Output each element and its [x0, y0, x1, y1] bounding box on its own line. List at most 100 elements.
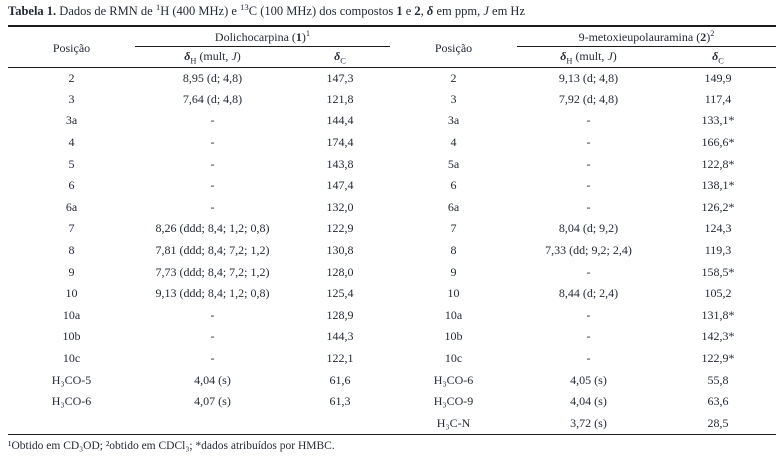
cell: 147,3 [326, 70, 354, 85]
cell: - [586, 135, 591, 150]
cell: 10c [62, 351, 81, 366]
cell: - [586, 329, 591, 344]
column-header-delta-c-left: δC [334, 49, 346, 66]
cell: 121,8 [326, 91, 354, 106]
cell: 5 [68, 156, 75, 171]
cell: 7 [68, 221, 75, 236]
cell: 4,05 (s) [570, 372, 607, 387]
cell: 132,0 [326, 199, 354, 214]
nmr-data-table: Posição Dolichocarpina (1)1 Posição 9-me… [8, 25, 776, 435]
cell: 9,13 (ddd; 8,4; 1,2; 0,8) [155, 286, 270, 301]
cell [290, 413, 390, 435]
cell: 7,33 (dd; 9,2; 2,4) [545, 243, 632, 258]
cell: 6a [447, 199, 460, 214]
cell: 10c [444, 351, 463, 366]
cell: 144,3 [326, 329, 354, 344]
cell: - [210, 199, 215, 214]
table-row: 3 7,64 (d; 4,8) 121,8 3 7,92 (d; 4,8) 117,4 [8, 89, 776, 111]
table-row: 10c - 122,1 10c - 122,9* [8, 348, 776, 370]
cell: - [210, 351, 215, 366]
table-row: 6 - 147,4 6 - 138,1* [8, 175, 776, 197]
cell: 133,1* [701, 113, 735, 128]
cell: 8,44 (d; 2,4) [558, 286, 619, 301]
table-row: 8 7,81 (ddd; 8,4; 7,2; 1,2) 130,8 8 7,33 (dd… [8, 240, 776, 262]
cell: 166,6* [701, 135, 735, 150]
cell: 119,3 [704, 243, 732, 258]
cell: 128,9 [326, 307, 354, 322]
table-row: 10b - 144,3 10b - 142,3* [8, 326, 776, 348]
cell: 7 [450, 221, 457, 236]
cell: 128,0 [326, 264, 354, 279]
cell: - [210, 156, 215, 171]
cell: 130,8 [326, 243, 354, 258]
cell: 4,04 (s) [194, 372, 231, 387]
cell: 142,3* [701, 329, 735, 344]
cell: 6 [68, 178, 75, 193]
cell: 9,13 (d; 4,8) [558, 70, 619, 85]
cell: - [210, 329, 215, 344]
cell: - [210, 135, 215, 150]
table-row: 2 8,95 (d; 4,8) 147,3 2 9,13 (d; 4,8) 149,9 [8, 67, 776, 89]
cell: 61,6 [329, 372, 351, 387]
column-header-delta-c-right: δC [712, 49, 724, 66]
cell: 4 [450, 135, 457, 150]
table-row: 5 - 143,8 5a - 122,8* [8, 153, 776, 175]
column-header-compound-1: Dolichocarpina (1)1 [135, 26, 390, 47]
cell: 117,4 [704, 91, 732, 106]
cell: 122,9* [701, 351, 735, 366]
table-row: 7 8,26 (ddd; 8,4; 1,2; 0,8) 122,9 7 8,04 (d;… [8, 218, 776, 240]
cell: 10 [65, 286, 78, 301]
cell: H₃CO-6 [51, 394, 92, 409]
cell: 7,64 (d; 4,8) [182, 91, 243, 106]
cell: 174,4 [326, 135, 354, 150]
cell: 28,5 [707, 415, 729, 430]
cell: 61,3 [329, 394, 351, 409]
cell: 10b [62, 329, 81, 344]
cell: - [586, 199, 591, 214]
cell: H₃CO-9 [433, 394, 474, 409]
table-row: 10a - 128,9 10a - 131,8* [8, 305, 776, 327]
cell: 4,04 (s) [570, 394, 607, 409]
cell: 125,4 [326, 286, 354, 301]
cell: 122,9 [326, 221, 354, 236]
column-header-compound-2: 9-metoxieupolauramina (2)2 [517, 26, 776, 47]
cell: 9 [450, 264, 457, 279]
cell: 3 [450, 91, 457, 106]
cell: - [586, 178, 591, 193]
cell: 7,81 (ddd; 8,4; 7,2; 1,2) [155, 243, 270, 258]
cell: 8 [450, 243, 457, 258]
cell: - [210, 178, 215, 193]
table-row: H₃C-N 3,72 (s) 28,5 [8, 413, 776, 435]
table-row: 9 7,73 (ddd; 8,4; 7,2; 1,2) 128,0 9 - 158,5* [8, 261, 776, 283]
cell: 143,8 [326, 156, 354, 171]
cell: H₃C-N [436, 415, 471, 430]
cell: 149,9 [704, 70, 732, 85]
cell: - [586, 307, 591, 322]
cell: - [586, 351, 591, 366]
table-header: Posição Dolichocarpina (1)1 Posição 9-me… [8, 26, 776, 67]
cell: 10a [444, 307, 463, 322]
column-header-position-left: Posição [52, 40, 91, 55]
cell: 4,07 (s) [194, 394, 231, 409]
table-row: 3a - 144,4 3a - 133,1* [8, 110, 776, 132]
table-row: 6a - 132,0 6a - 126,2* [8, 197, 776, 219]
cell: 9 [68, 264, 75, 279]
cell [135, 413, 290, 435]
cell: 10a [62, 307, 81, 322]
table-body: 2 8,95 (d; 4,8) 147,3 2 9,13 (d; 4,8) 149,9 3 7… [8, 67, 776, 434]
cell: 7,92 (d; 4,8) [558, 91, 619, 106]
cell: 158,5* [701, 264, 735, 279]
cell: 8,04 (d; 9,2) [558, 221, 619, 236]
cell: 2 [68, 70, 75, 85]
column-header-delta-h-left: δH (mult, J) [184, 49, 241, 66]
cell: 10 [447, 286, 460, 301]
cell: 147,4 [326, 178, 354, 193]
column-header-delta-h-right: δH (mult, J) [560, 49, 617, 66]
cell: 4 [68, 135, 75, 150]
cell: 8,26 (ddd; 8,4; 1,2; 0,8) [155, 221, 270, 236]
cell: 126,2* [701, 199, 735, 214]
table-caption: Tabela 1. Dados de RMN de 1H (400 MHz) e… [8, 1, 525, 18]
cell: 3 [68, 91, 75, 106]
table-row: 10 9,13 (ddd; 8,4; 1,2; 0,8) 125,4 10 8,44 (… [8, 283, 776, 305]
